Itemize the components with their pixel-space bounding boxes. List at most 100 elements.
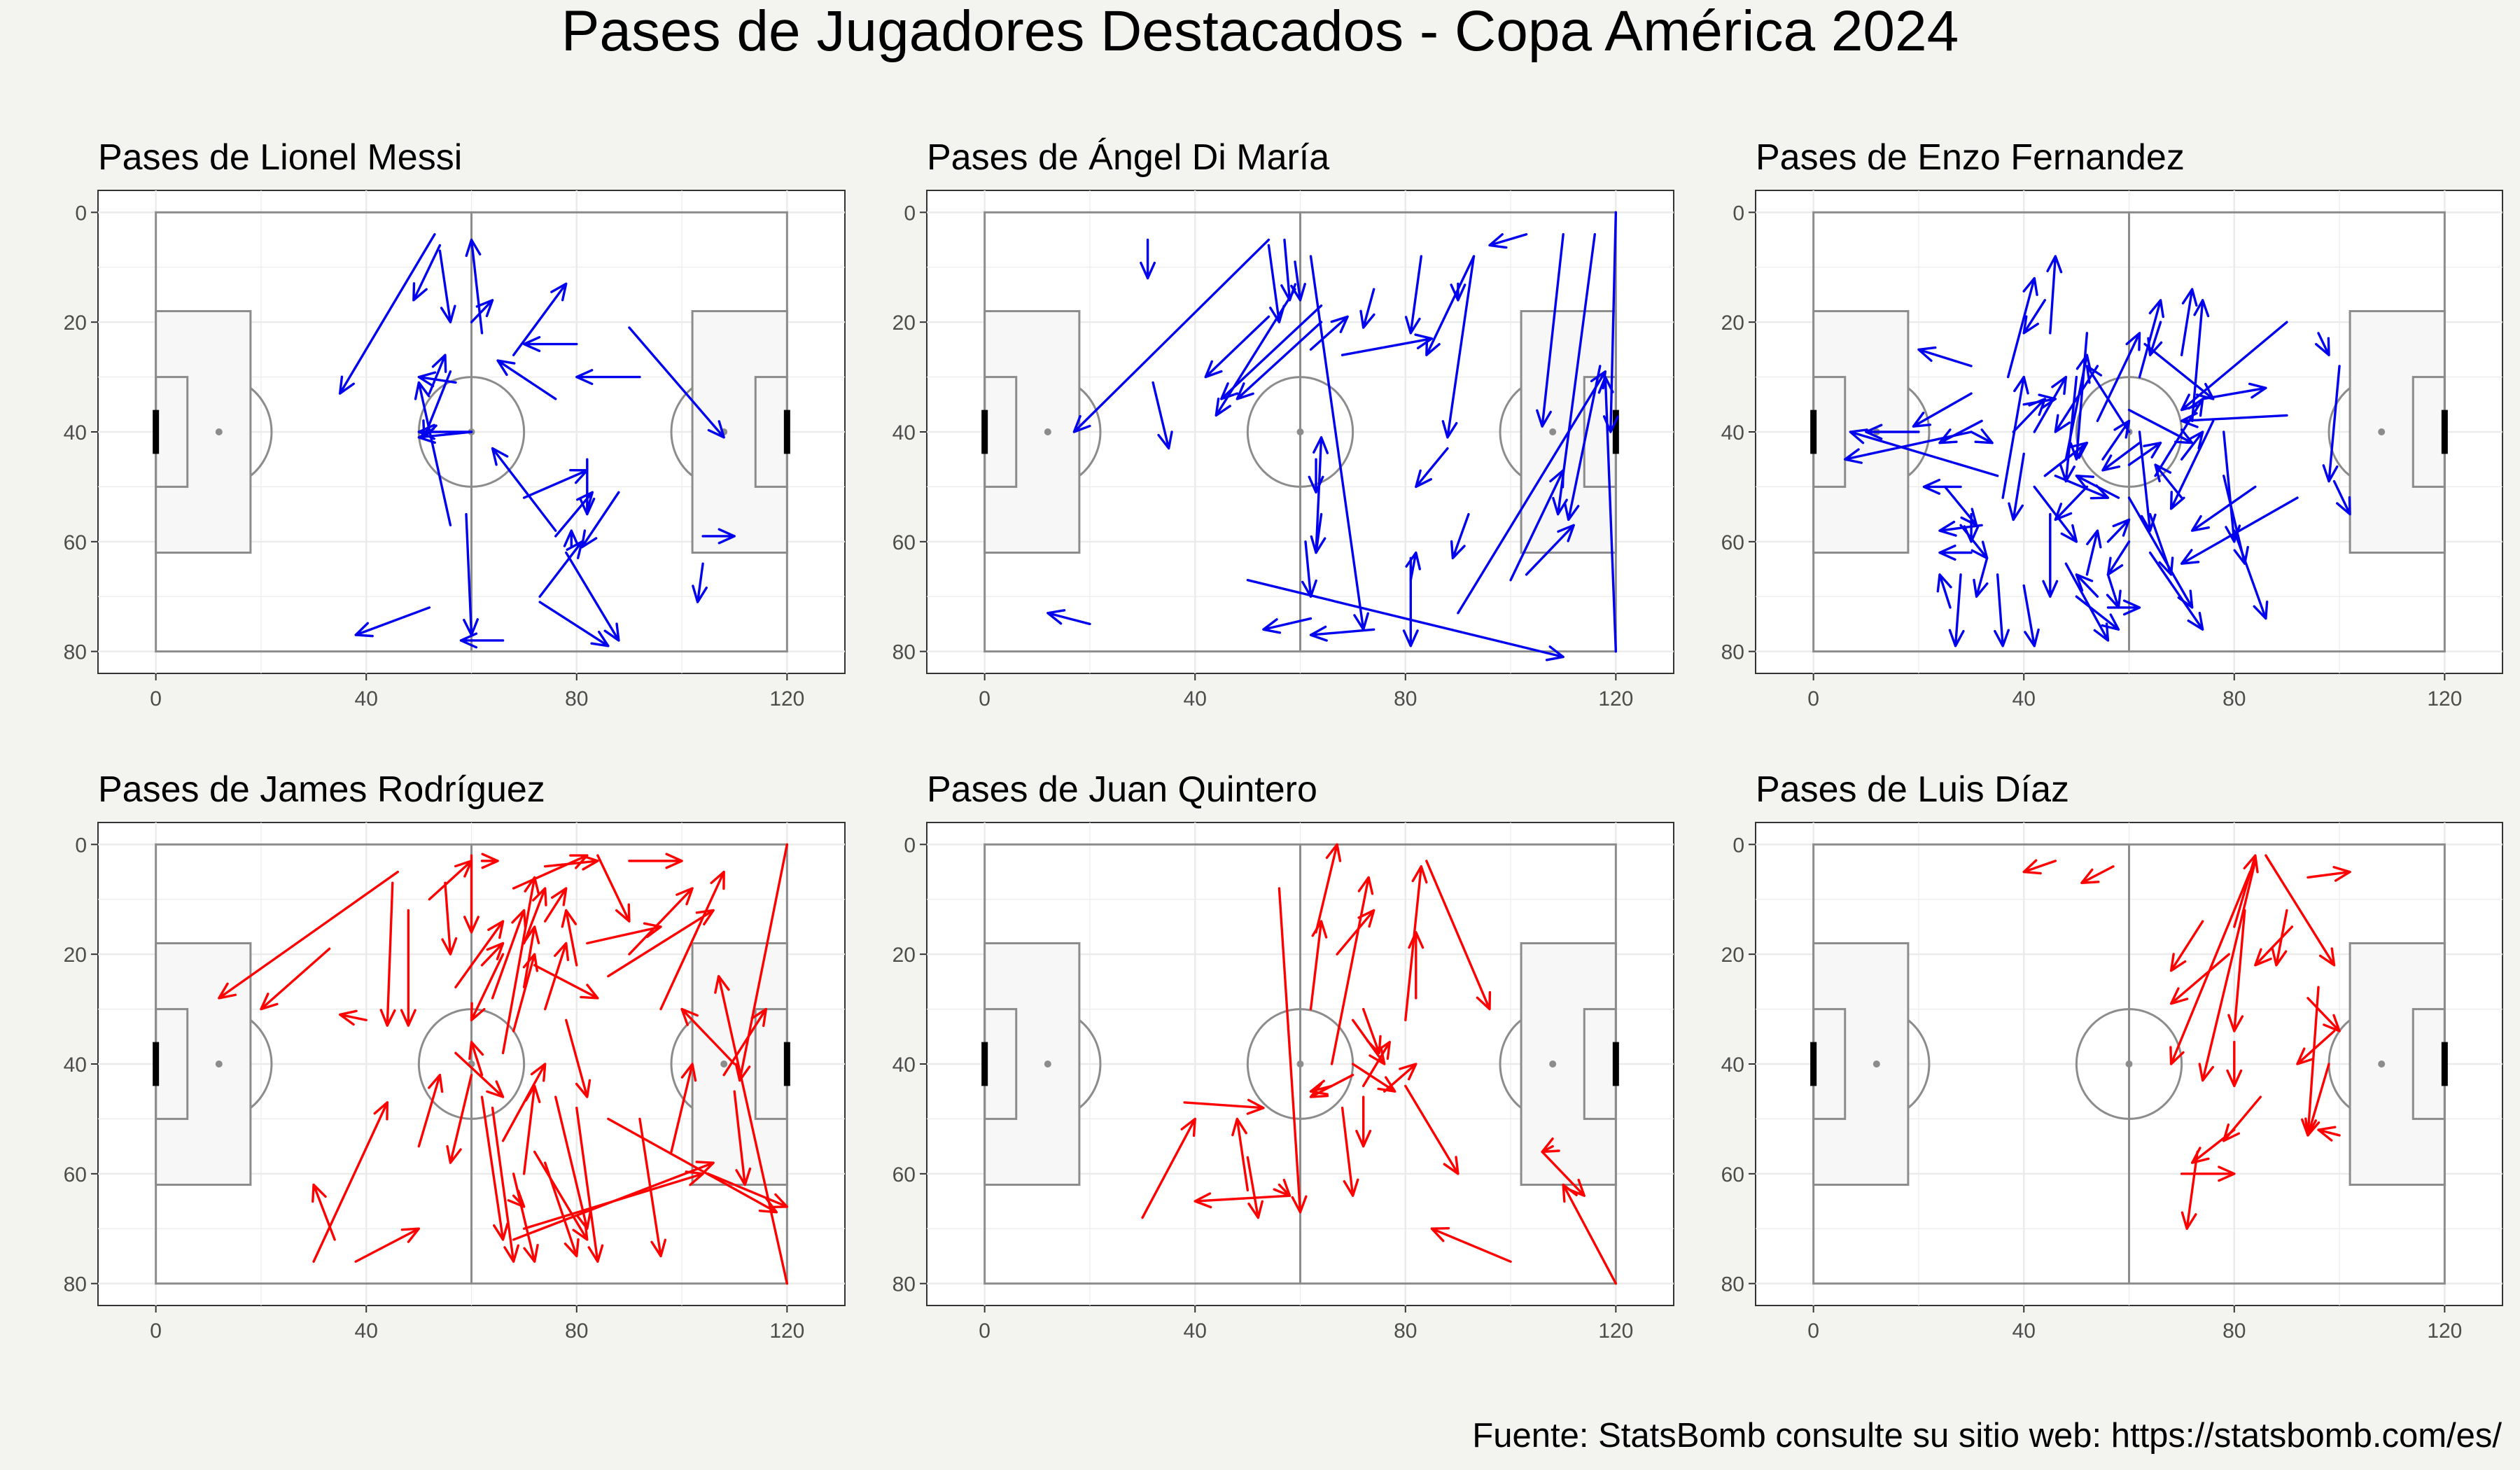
pass-arrow: [2227, 909, 2246, 1032]
pass-arrow: [1140, 238, 1156, 280]
x-tick-label: 40: [355, 687, 378, 710]
x-tick-label: 120: [769, 687, 804, 710]
pass-arrow: [496, 359, 557, 400]
pass-arrow: [575, 1107, 604, 1263]
pass-arrow: [522, 336, 578, 353]
pass-arrow: [1220, 304, 1323, 400]
y-tick-label: 0: [75, 834, 87, 857]
pass-arrow: [1936, 573, 1952, 609]
pass-arrow: [2169, 870, 2252, 1065]
pass-arrow: [1425, 255, 1476, 356]
pass-arrow: [1359, 288, 1376, 329]
pass-arrow: [628, 887, 694, 955]
pass-arrow: [459, 632, 505, 649]
pass-arrow: [1938, 520, 1983, 537]
pass-arrow: [1865, 424, 1920, 440]
pass-arrow: [2180, 1150, 2199, 1230]
y-tick-label: 40: [1721, 421, 1744, 444]
pass-arrow: [733, 1090, 752, 1186]
pass-arrow: [1262, 617, 1312, 634]
pass-arrow: [468, 1040, 484, 1077]
pass-arrow: [438, 249, 456, 323]
pass-arrow: [1541, 1150, 1586, 1197]
penalty-arc: [1907, 1019, 1931, 1109]
center-circle: [2075, 1008, 2183, 1120]
pass-arrow: [1912, 392, 1973, 428]
pass-arrow: [1309, 315, 1349, 351]
pass-arrow: [554, 1096, 592, 1230]
pass-arrow: [714, 974, 789, 1285]
passes: [1844, 255, 2351, 648]
pass-arrow: [1552, 233, 1596, 516]
penalty-spot-left: [215, 428, 223, 435]
pass-arrow: [2042, 512, 2059, 598]
x-tick-label: 120: [769, 1320, 804, 1343]
y-tick-label: 40: [64, 421, 87, 444]
y-tick-label: 20: [1721, 944, 1744, 967]
pass-arrow: [579, 458, 596, 516]
pass-arrow: [692, 562, 708, 603]
pass-arrow: [575, 369, 641, 386]
pass-arrow: [1457, 370, 1607, 615]
penalty-arc: [1499, 387, 1522, 477]
pass-arrow: [2096, 332, 2141, 423]
pass-arrow: [2069, 332, 2089, 461]
pass-arrow: [1152, 381, 1173, 450]
pass-arrow: [470, 299, 494, 323]
pass-arrow: [2306, 866, 2351, 882]
pass-arrow: [1402, 556, 1419, 648]
panel-title: Pases de Luis Díaz: [1756, 769, 2069, 810]
pass-arrow: [2190, 485, 2257, 532]
pass-arrow: [543, 854, 599, 871]
penalty-arc: [1907, 387, 1931, 477]
pass-arrow: [1562, 1183, 1618, 1285]
pass-arrow: [1970, 428, 1994, 444]
pass-arrow: [2127, 441, 2162, 466]
pass-arrow: [417, 371, 457, 388]
pass-arrow: [2322, 365, 2341, 483]
pass-arrow: [414, 381, 452, 526]
x-tick-label: 0: [150, 687, 162, 710]
penalty-arc: [249, 1019, 273, 1109]
pass-arrow: [586, 922, 662, 945]
pass-arrow: [454, 1051, 505, 1098]
pass-arrow: [680, 1007, 736, 1065]
pass-arrow: [312, 1101, 388, 1263]
pass-arrow: [522, 887, 547, 945]
x-tick-label: 40: [2012, 687, 2036, 710]
pass-arrow: [2106, 518, 2131, 543]
pass-arrow: [2008, 452, 2025, 522]
pass-arrow: [2138, 430, 2157, 532]
pass-arrow: [706, 1172, 789, 1209]
center-circle: [1246, 376, 1354, 488]
pass-arrow: [2138, 299, 2164, 379]
panel-title: Pases de Ángel Di María: [927, 137, 1329, 178]
source-caption: Fuente: StatsBomb consulte su sitio web:…: [1472, 1417, 2502, 1455]
x-tick-label: 40: [2012, 1320, 2036, 1343]
y-tick-label: 20: [64, 312, 87, 335]
pass-arrow: [1849, 428, 1999, 477]
pass-arrow: [2202, 382, 2267, 400]
pass-arrow: [533, 964, 599, 1000]
y-tick-label: 60: [892, 1163, 916, 1186]
pass-arrow: [1340, 1107, 1359, 1197]
pass-arrow: [465, 238, 484, 335]
pass-arrow: [1204, 315, 1270, 379]
x-tick-label: 40: [1184, 687, 1207, 710]
pass-arrow: [512, 282, 568, 356]
pass-arrow: [400, 909, 416, 1027]
pass-arrow: [1959, 524, 1989, 560]
y-tick-label: 0: [904, 834, 916, 857]
pass-arrow: [2101, 419, 2131, 461]
pass-arrow: [463, 854, 479, 934]
pass-arrow: [379, 881, 396, 1027]
pass-arrow: [501, 876, 540, 1055]
center-spot: [2125, 1060, 2133, 1068]
pass-arrow: [2198, 860, 2257, 1082]
pass-arrow: [1973, 556, 1989, 598]
pass-arrow: [1948, 573, 1965, 648]
x-tick-label: 0: [979, 1320, 990, 1343]
pass-arrow: [1509, 469, 1564, 582]
pass-arrow: [2264, 854, 2336, 967]
